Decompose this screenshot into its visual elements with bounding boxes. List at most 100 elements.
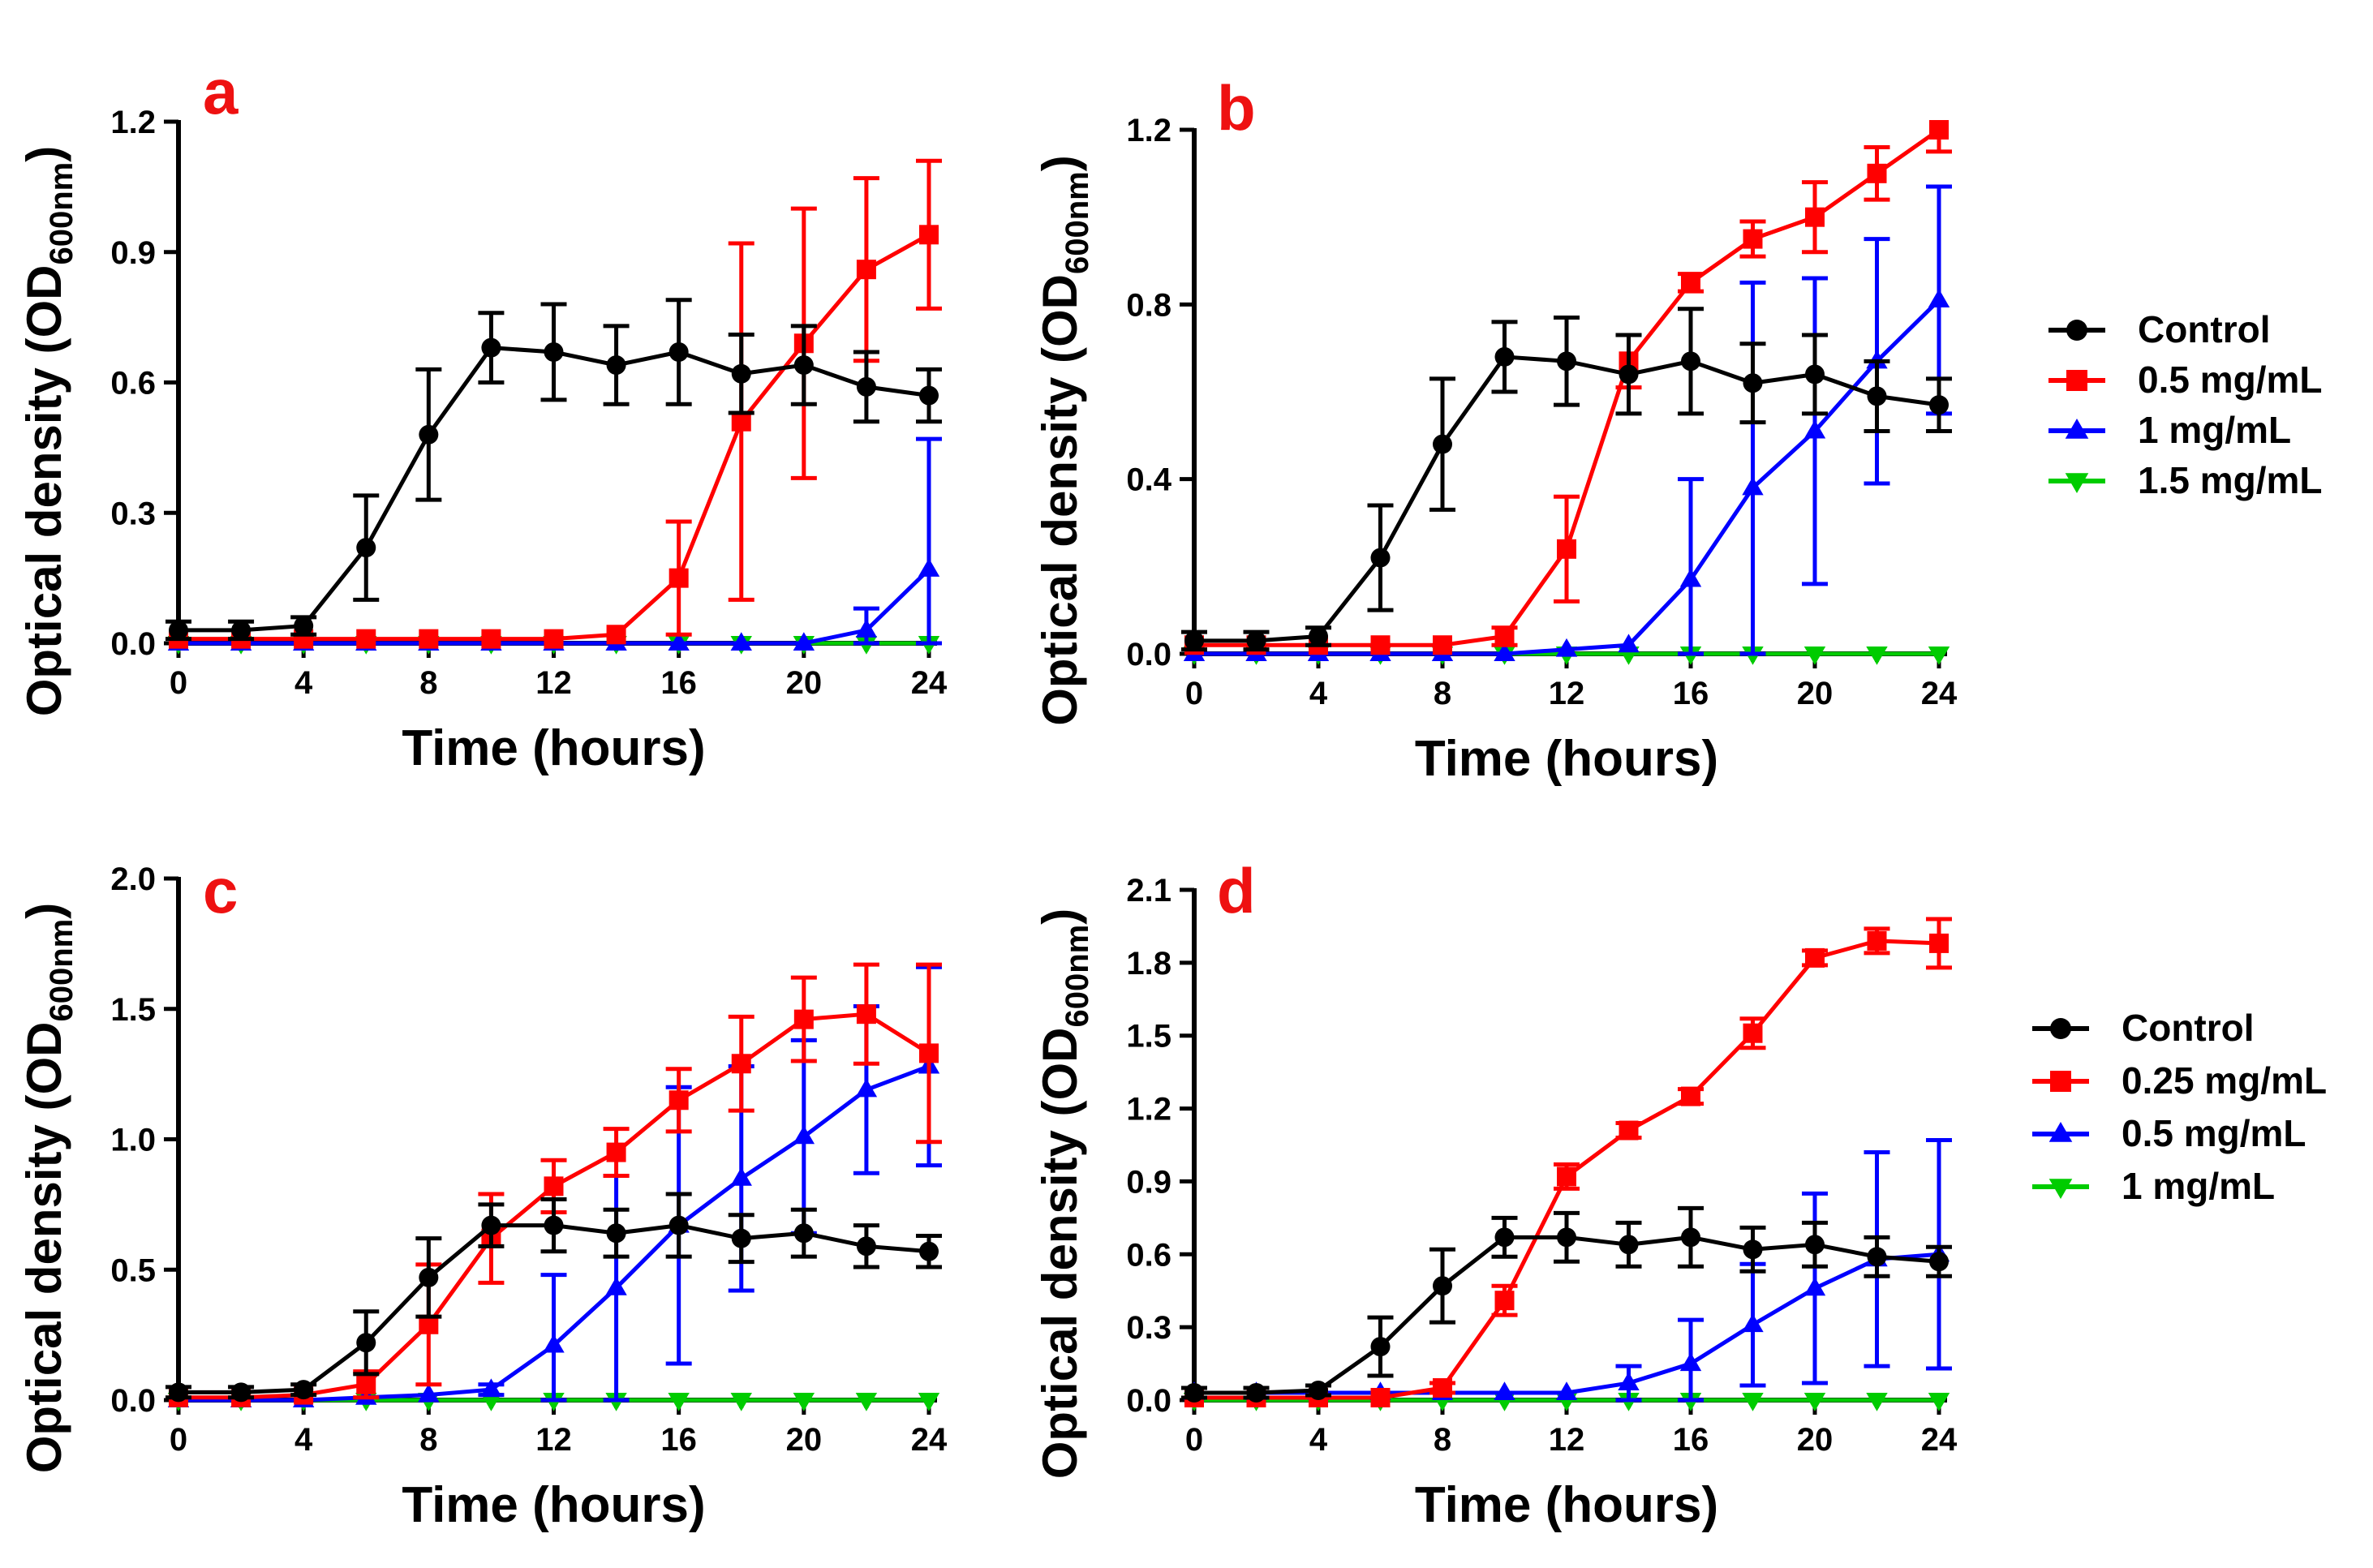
data-point <box>856 1004 876 1025</box>
x-tick-label: 20 <box>786 1422 823 1458</box>
x-tick-label: 4 <box>1309 1422 1328 1458</box>
legend-label: Control <box>2122 1007 2255 1049</box>
data-point <box>730 1166 752 1186</box>
data-point <box>1928 647 1950 665</box>
data-point <box>419 629 439 649</box>
data-point <box>1433 1276 1452 1296</box>
data-point <box>1743 1023 1763 1043</box>
series-1-mg-ml <box>167 436 942 651</box>
legend-marker <box>2050 1018 2071 1039</box>
panel-a: 0.0 0.3 0.6 0.9 1.2 0 4 8 12 16 20 24 Time (hours) Op… <box>17 56 948 776</box>
y-tick-label: 0.8 <box>1126 287 1171 323</box>
series-control <box>166 298 942 642</box>
data-point <box>1743 229 1763 249</box>
x-tick-label: 12 <box>535 1422 572 1458</box>
y-tick-label: 1.5 <box>110 992 156 1028</box>
data-point <box>481 629 501 649</box>
x-tick-label: 0 <box>1185 1422 1203 1458</box>
data-point <box>1494 642 1515 661</box>
data-point <box>731 1228 751 1248</box>
legend-marker <box>2048 1179 2073 1199</box>
panel-label: b <box>1217 72 1256 144</box>
data-point <box>1867 1247 1887 1267</box>
data-point <box>731 1054 751 1074</box>
data-point <box>481 1215 501 1235</box>
panel-c: 0.0 0.5 1.0 1.5 2.0 0 4 8 12 16 20 24 Time (hours) Op… <box>17 855 948 1533</box>
panel-label: d <box>1217 855 1256 926</box>
data-point <box>1805 1235 1825 1255</box>
panel-label: a <box>203 56 239 127</box>
y-tick-label: 1.8 <box>1126 946 1171 982</box>
data-point <box>1557 539 1576 559</box>
y-axis-title: Optical density (OD600nm) <box>17 146 80 717</box>
panel-b: 0.0 0.4 0.8 1.2 0 4 8 12 16 20 24 Time (hours) Optic… <box>1033 72 1958 787</box>
data-point <box>606 355 626 376</box>
legend-entry: 0.5 mg/mL <box>2032 1112 2306 1154</box>
data-point <box>1803 647 1826 665</box>
data-point <box>1681 273 1700 293</box>
data-point <box>418 1383 440 1403</box>
data-point <box>1928 1393 1950 1411</box>
x-tick-label: 24 <box>911 665 948 701</box>
data-point <box>1618 1372 1640 1391</box>
data-point <box>1494 1291 1515 1311</box>
legend-entry: 1.5 mg/mL <box>2048 459 2323 501</box>
data-point <box>1929 120 1949 140</box>
y-tick-label: 2.0 <box>110 861 156 897</box>
y-tick-label: 0.0 <box>110 626 156 662</box>
x-tick-label: 12 <box>1549 1422 1585 1458</box>
data-point <box>668 568 689 588</box>
x-tick-label: 4 <box>1309 676 1328 711</box>
data-point <box>1742 1313 1764 1333</box>
data-point <box>1805 207 1825 227</box>
legend-label: 0.5 mg/mL <box>2122 1112 2306 1154</box>
y-tick-label: 0.9 <box>1126 1164 1171 1200</box>
data-point <box>544 629 564 649</box>
data-point <box>918 1393 940 1411</box>
y-tick-label: 0.0 <box>110 1383 156 1419</box>
data-point <box>793 1009 814 1029</box>
x-axis-title: Time (hours) <box>1415 731 1718 787</box>
x-tick-label: 8 <box>419 1422 437 1458</box>
data-point <box>1866 1393 1888 1411</box>
y-tick-label: 1.0 <box>110 1123 156 1158</box>
legend-entry: 0.25 mg/mL <box>2032 1059 2327 1102</box>
x-tick-label: 0 <box>1185 676 1203 711</box>
data-point <box>419 424 439 445</box>
data-point <box>606 1223 626 1244</box>
x-tick-label: 20 <box>786 665 823 701</box>
data-point <box>1557 1227 1576 1248</box>
x-axis-title: Time (hours) <box>402 720 705 776</box>
data-point <box>480 1378 502 1398</box>
x-tick-label: 8 <box>1434 1422 1451 1458</box>
data-point <box>1867 386 1887 406</box>
data-point <box>1743 1239 1763 1260</box>
data-point <box>855 1393 878 1411</box>
data-point <box>1370 635 1391 655</box>
data-point <box>169 620 188 640</box>
data-point <box>294 616 314 636</box>
legend-1: Control 0.5 mg/mL 1 mg/mL 1.5 mg/mL <box>2048 308 2323 501</box>
legend-label: 1 mg/mL <box>2122 1165 2275 1207</box>
data-point <box>856 1236 876 1257</box>
data-point <box>730 632 752 651</box>
legend-marker <box>2050 1071 2071 1092</box>
data-point <box>544 1176 564 1196</box>
data-point <box>544 342 564 362</box>
legend-marker <box>2065 419 2089 439</box>
x-tick-label: 4 <box>294 665 313 701</box>
data-point <box>668 1393 690 1411</box>
legend-entry: 1 mg/mL <box>2048 409 2291 451</box>
data-point <box>356 1374 376 1394</box>
data-point <box>1618 634 1640 653</box>
data-point <box>1805 364 1825 384</box>
data-point <box>1929 395 1949 415</box>
data-point <box>1557 351 1576 372</box>
data-point <box>1803 419 1826 439</box>
x-axis-title: Time (hours) <box>1415 1477 1718 1533</box>
legend-label: 1 mg/mL <box>2138 409 2291 451</box>
series-0-25-mg-ml <box>1184 917 1952 1408</box>
x-tick-label: 16 <box>660 1422 697 1458</box>
data-point <box>1929 933 1949 953</box>
data-point <box>793 355 814 376</box>
